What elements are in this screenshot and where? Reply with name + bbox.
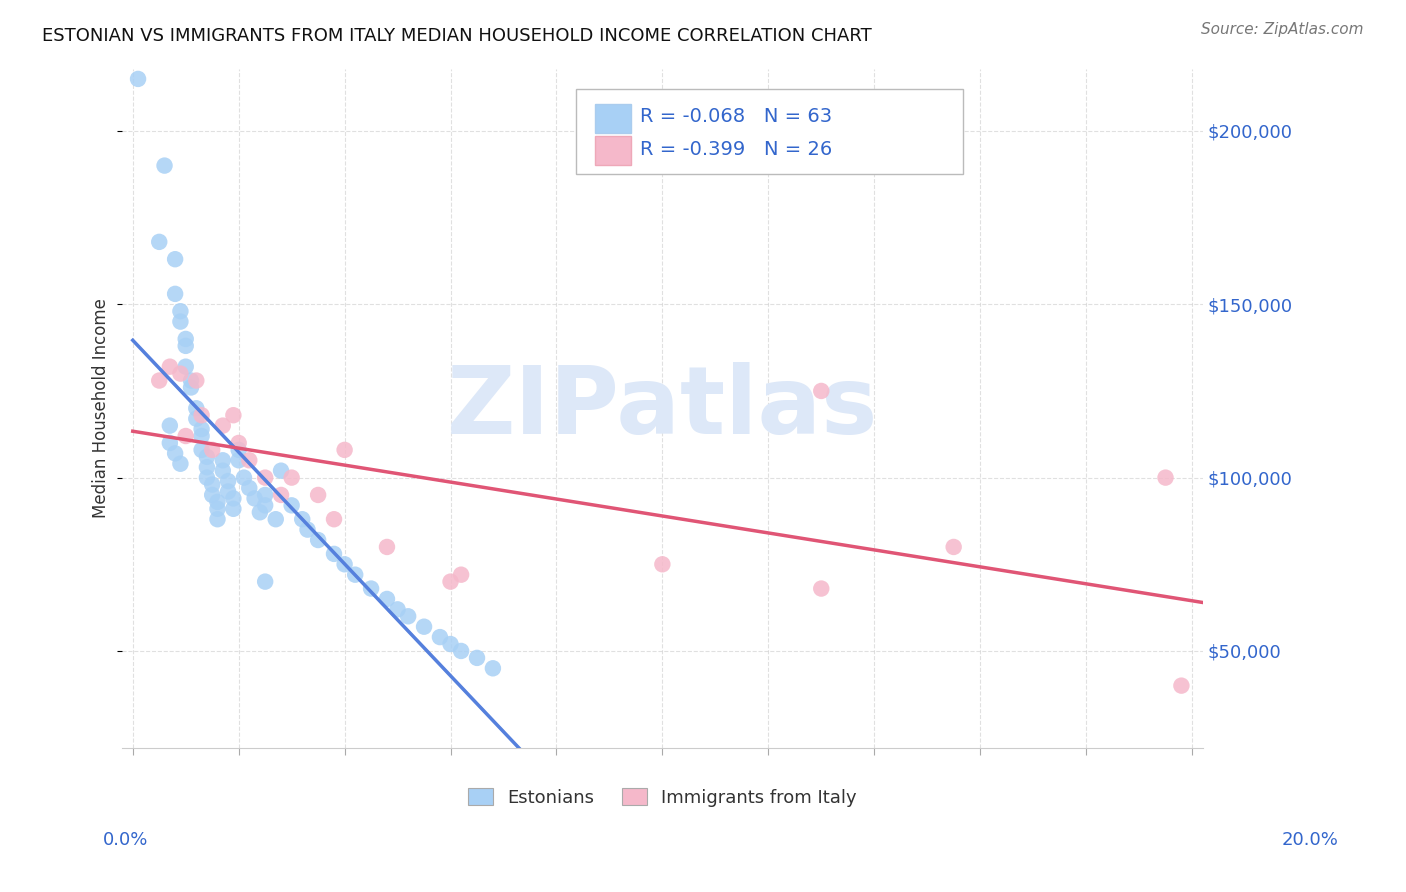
Point (201, 442, 224, 457)
Point (307, 533, 329, 547)
Point (186, 411, 208, 425)
Point (375, 591, 398, 606)
Point (1170, 679, 1192, 693)
Point (270, 488, 292, 502)
Point (195, 450, 218, 464)
Point (450, 567, 472, 582)
Point (810, 582, 832, 596)
Point (291, 512, 314, 526)
Point (190, 429, 212, 443)
Point (450, 644, 472, 658)
Point (186, 374, 208, 388)
Point (270, 464, 292, 478)
Point (153, 159, 176, 173)
Text: 20.0%: 20.0% (1282, 831, 1339, 849)
Point (254, 499, 277, 513)
Point (222, 408, 245, 422)
Point (249, 505, 271, 519)
Point (159, 418, 181, 433)
Point (375, 540, 398, 554)
Point (169, 304, 191, 318)
Point (195, 460, 218, 475)
Point (195, 470, 218, 484)
Point (174, 429, 197, 443)
Point (254, 574, 277, 589)
Point (238, 453, 260, 467)
Point (169, 367, 191, 381)
Point (228, 453, 250, 467)
Point (254, 470, 277, 484)
Point (243, 491, 266, 506)
Point (165, 446, 187, 460)
Point (810, 384, 832, 398)
Text: ZIPatlas: ZIPatlas (447, 362, 879, 454)
Point (190, 422, 212, 436)
Point (180, 374, 202, 388)
Point (211, 464, 233, 478)
Text: 0.0%: 0.0% (103, 831, 148, 849)
Point (174, 339, 197, 353)
Y-axis label: Median Household Income: Median Household Income (93, 298, 110, 518)
Point (201, 477, 224, 491)
Point (207, 512, 229, 526)
Point (165, 286, 187, 301)
Text: Source: ZipAtlas.com: Source: ZipAtlas.com (1201, 22, 1364, 37)
Point (396, 609, 419, 624)
Point (169, 315, 191, 329)
Point (344, 567, 367, 582)
Point (333, 558, 356, 572)
Point (439, 574, 461, 589)
Point (482, 661, 505, 675)
Point (165, 252, 187, 267)
Point (190, 408, 212, 422)
Point (207, 501, 229, 516)
Point (233, 470, 256, 484)
Point (217, 474, 239, 488)
Point (280, 499, 302, 513)
Point (333, 442, 356, 457)
Point (297, 523, 319, 537)
Point (159, 359, 181, 374)
Point (169, 457, 191, 471)
Point (174, 332, 197, 346)
Point (323, 512, 346, 526)
Point (148, 374, 170, 388)
Point (217, 484, 239, 499)
Point (222, 501, 245, 516)
Point (280, 470, 302, 484)
Point (307, 488, 329, 502)
Text: R = -0.068   N = 63: R = -0.068 N = 63 (640, 107, 832, 127)
Point (413, 620, 436, 634)
Point (174, 359, 197, 374)
Point (148, 235, 170, 249)
Text: ESTONIAN VS IMMIGRANTS FROM ITALY MEDIAN HOUSEHOLD INCOME CORRELATION CHART: ESTONIAN VS IMMIGRANTS FROM ITALY MEDIAN… (42, 27, 872, 45)
Point (387, 602, 409, 616)
Legend: Estonians, Immigrants from Italy: Estonians, Immigrants from Italy (461, 780, 865, 814)
Point (228, 442, 250, 457)
Point (264, 512, 287, 526)
Text: R = -0.399   N = 26: R = -0.399 N = 26 (640, 140, 832, 160)
Point (360, 582, 382, 596)
Point (180, 380, 202, 394)
Point (254, 488, 277, 502)
Point (201, 488, 224, 502)
Point (465, 651, 488, 665)
Point (127, 71, 149, 86)
Point (159, 436, 181, 450)
Point (323, 547, 346, 561)
Point (439, 637, 461, 651)
Point (1154, 470, 1177, 484)
Point (186, 401, 208, 416)
Point (238, 481, 260, 495)
Point (211, 453, 233, 467)
Point (190, 442, 212, 457)
Point (228, 436, 250, 450)
Point (211, 418, 233, 433)
Point (222, 491, 245, 506)
Point (942, 540, 965, 554)
Point (651, 558, 673, 572)
Point (429, 630, 451, 644)
Point (207, 495, 229, 509)
